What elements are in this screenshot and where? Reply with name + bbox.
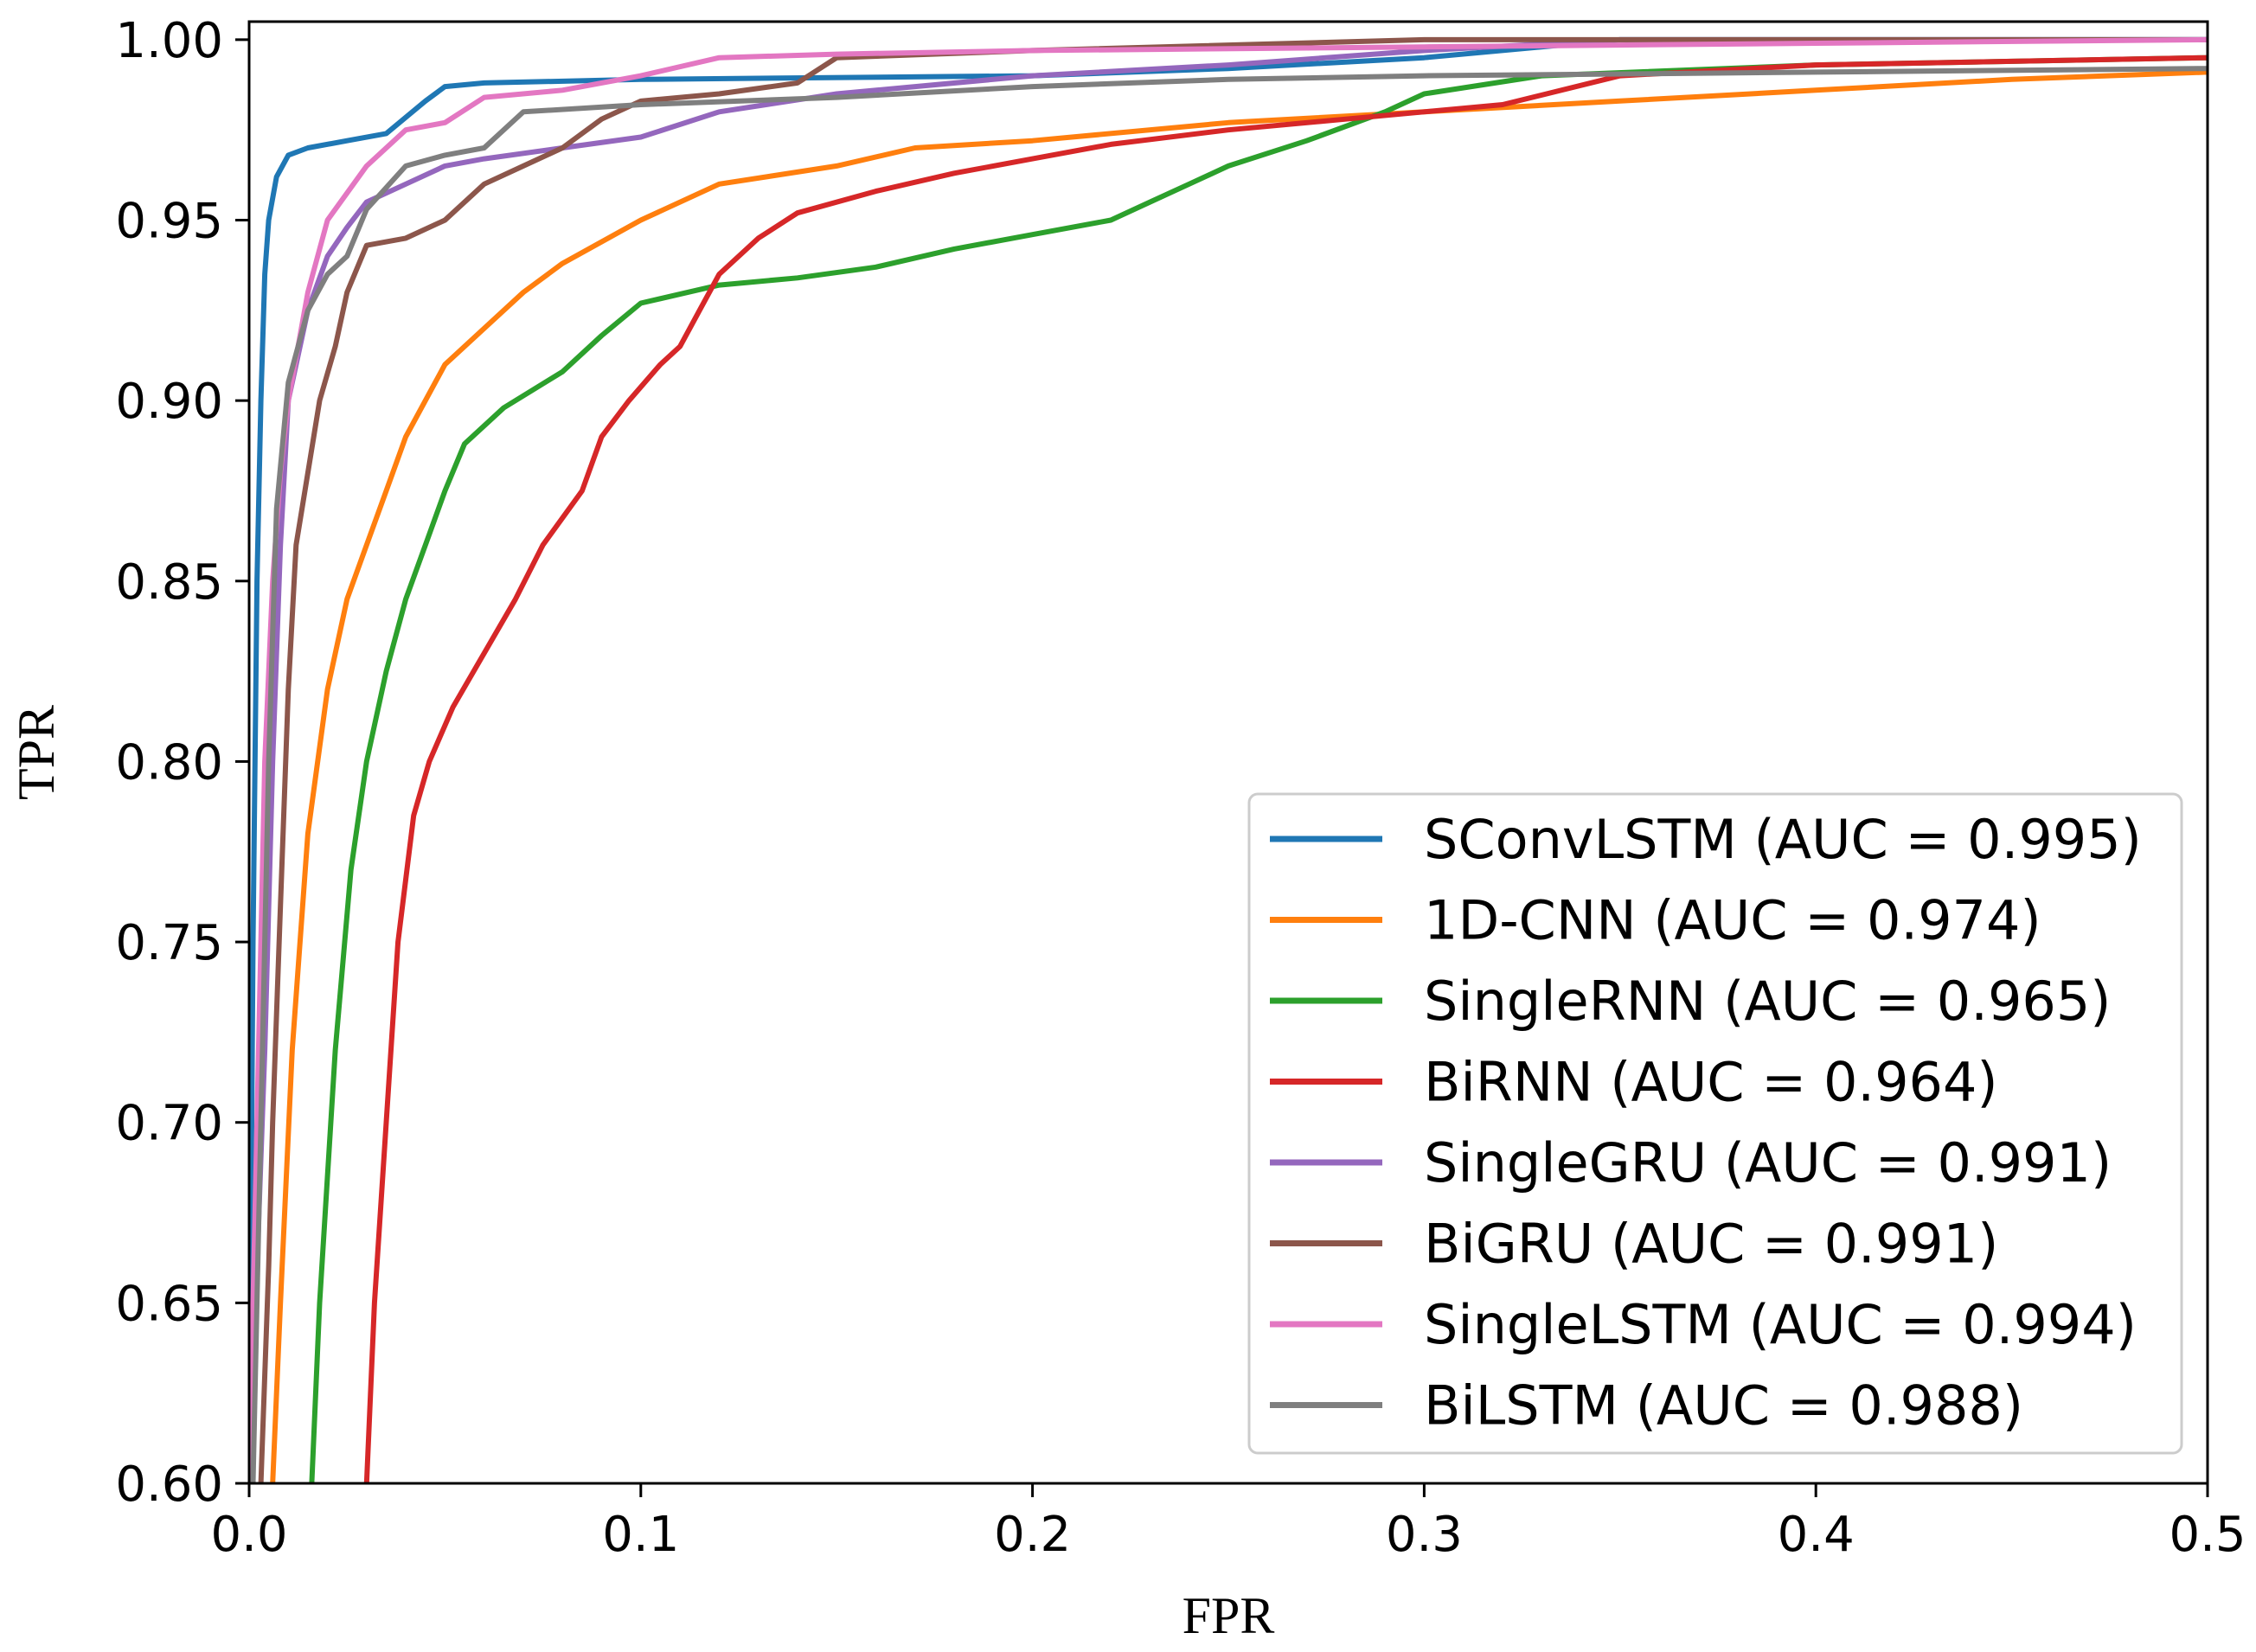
y-tick-label: 0.70 — [115, 1096, 223, 1152]
series-line-birnn — [363, 54, 2208, 1483]
y-tick-label: 0.90 — [115, 374, 223, 430]
legend-label-bilstm: BiLSTM (AUC = 0.988) — [1424, 1374, 2023, 1437]
legend-label-singlernn: SingleRNN (AUC = 0.965) — [1424, 970, 2111, 1033]
series-line-bigru — [258, 36, 2208, 1483]
x-axis-label: FPR — [1182, 1587, 1275, 1644]
y-tick-label: 1.00 — [115, 13, 223, 69]
legend-label-singlelstm: SingleLSTM (AUC = 0.994) — [1424, 1293, 2137, 1356]
x-tick-label: 0.2 — [994, 1507, 1071, 1563]
series-layer — [249, 36, 2208, 1483]
legend-label-1d-cnn: 1D-CNN (AUC = 0.974) — [1424, 889, 2041, 952]
ticks-layer: 0.0 0.1 0.2 0.3 0.4 0.5 0.60 0.65 0.70 0.75 0.80 0.… — [115, 13, 2246, 1563]
y-tick-label: 0.75 — [115, 915, 223, 971]
series-line-singlegru — [249, 36, 2208, 1483]
y-tick-label: 0.85 — [115, 554, 223, 611]
y-axis-label: TPR — [8, 705, 65, 800]
plot-frame — [247, 20, 2209, 1485]
x-tick-label: 0.0 — [210, 1507, 287, 1563]
y-tick-label: 0.95 — [115, 194, 223, 250]
x-tick-label: 0.1 — [602, 1507, 679, 1563]
legend-label-birnn: BiRNN (AUC = 0.964) — [1424, 1051, 1998, 1114]
legend-label-sconvlstm: SConvLSTM (AUC = 0.995) — [1424, 808, 2142, 871]
y-tick-label: 0.80 — [115, 734, 223, 791]
series-line-bilstm — [250, 66, 2208, 1483]
x-tick-label: 0.3 — [1386, 1507, 1463, 1563]
legend: SConvLSTM (AUC = 0.995) 1D-CNN (AUC = 0.9… — [1247, 792, 2183, 1455]
series-line-singlernn — [309, 54, 2208, 1483]
legend-label-bigru: BiGRU (AUC = 0.991) — [1424, 1213, 1998, 1276]
legend-box — [1247, 792, 2183, 1455]
y-tick-label: 0.60 — [115, 1457, 223, 1513]
y-tick-label: 0.65 — [115, 1276, 223, 1332]
series-line-sconvlstm — [249, 36, 2208, 1483]
x-tick-label: 0.5 — [2169, 1507, 2246, 1563]
x-tick-label: 0.4 — [1778, 1507, 1855, 1563]
legend-label-singlegru: SingleGRU (AUC = 0.991) — [1424, 1131, 2112, 1194]
